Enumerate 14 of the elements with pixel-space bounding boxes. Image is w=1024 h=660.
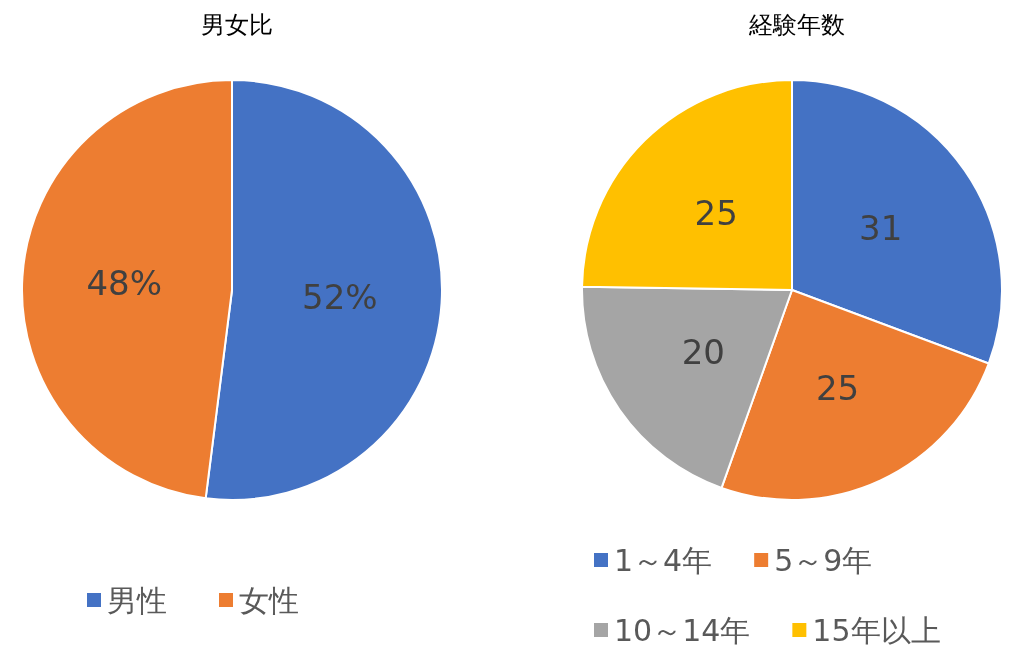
data-label: 20 xyxy=(681,331,725,372)
legend-label: 男性 xyxy=(107,582,167,618)
data-label: 31 xyxy=(859,208,903,249)
legend-label: 女性 xyxy=(239,582,299,618)
legend-label: 1～4年 xyxy=(614,542,713,578)
data-label: 25 xyxy=(815,367,860,408)
legend-label: 5～9年 xyxy=(774,542,873,578)
chart-title: 男女比 xyxy=(201,11,273,39)
data-label: 48% xyxy=(86,263,162,304)
data-label: 52% xyxy=(302,276,378,317)
legend-label: 15年以上 xyxy=(812,612,941,648)
legend-label: 10～14年 xyxy=(614,612,751,648)
data-label: 25 xyxy=(694,193,738,234)
chart-title: 経験年数 xyxy=(748,11,845,39)
